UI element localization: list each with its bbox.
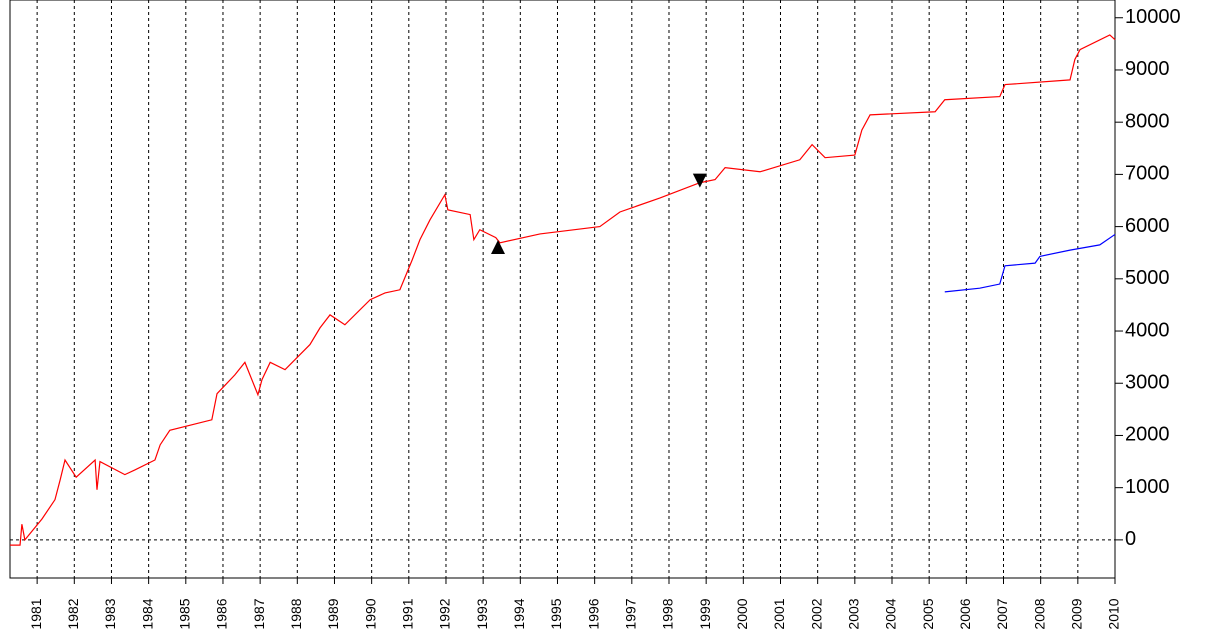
y-tick-label: 0	[1125, 528, 1136, 550]
x-tick-label: 1996	[585, 598, 601, 629]
trade-marker	[491, 239, 506, 254]
x-tick-label: 2009	[1069, 598, 1085, 629]
trade-marker	[692, 173, 707, 188]
x-tick-label: 2000	[734, 598, 750, 629]
x-tick-label: 1985	[177, 598, 193, 629]
x-tick-label: 2008	[1031, 598, 1047, 629]
x-tick-label: 2006	[957, 598, 973, 629]
x-tick-label: 2010	[1106, 598, 1122, 629]
line-series	[10, 34, 1116, 546]
x-tick-label: 1986	[214, 598, 230, 629]
y-tick-label: 1000	[1125, 476, 1170, 498]
x-tick-label: 2003	[846, 598, 862, 629]
y-tick-label: 5000	[1125, 267, 1170, 289]
x-tick-label: 1991	[400, 598, 416, 629]
x-tick-label: 1987	[251, 598, 267, 629]
x-tick-label: 1994	[511, 598, 527, 629]
x-tick-label: 2004	[883, 598, 899, 629]
y-tick-label: 8000	[1125, 110, 1170, 132]
x-tick-label: 1989	[325, 598, 341, 629]
x-tick-label: 2001	[771, 598, 787, 629]
x-tick-label: 1988	[288, 598, 304, 629]
x-tick-label: 1993	[474, 598, 490, 629]
y-tick-label: 10000	[1125, 6, 1181, 28]
y-tick-label: 9000	[1125, 58, 1170, 80]
x-tick-label: 1984	[139, 598, 155, 629]
y-tick-label: 3000	[1125, 372, 1170, 394]
x-tick-label: 2005	[920, 598, 936, 629]
x-tick-label: 1992	[437, 598, 453, 629]
x-tick-label: 1995	[548, 598, 564, 629]
x-tick-label: 1999	[697, 598, 713, 629]
y-tick-label: 7000	[1125, 163, 1170, 185]
line-series	[944, 233, 1116, 293]
x-tick-label: 2002	[808, 598, 824, 629]
plot-frame	[9, 0, 1116, 579]
x-tick-label: 1981	[28, 598, 44, 629]
x-tick-label: 1998	[660, 598, 676, 629]
x-tick-label: 2007	[994, 598, 1010, 629]
y-tick-label: 6000	[1125, 215, 1170, 237]
x-tick-label: 1990	[362, 598, 378, 629]
y-tick-label: 2000	[1125, 424, 1170, 446]
y-tick-label: 4000	[1125, 319, 1170, 341]
x-tick-label: 1983	[102, 598, 118, 629]
x-tick-label: 1997	[623, 598, 639, 629]
x-tick-label: 1982	[65, 598, 81, 629]
